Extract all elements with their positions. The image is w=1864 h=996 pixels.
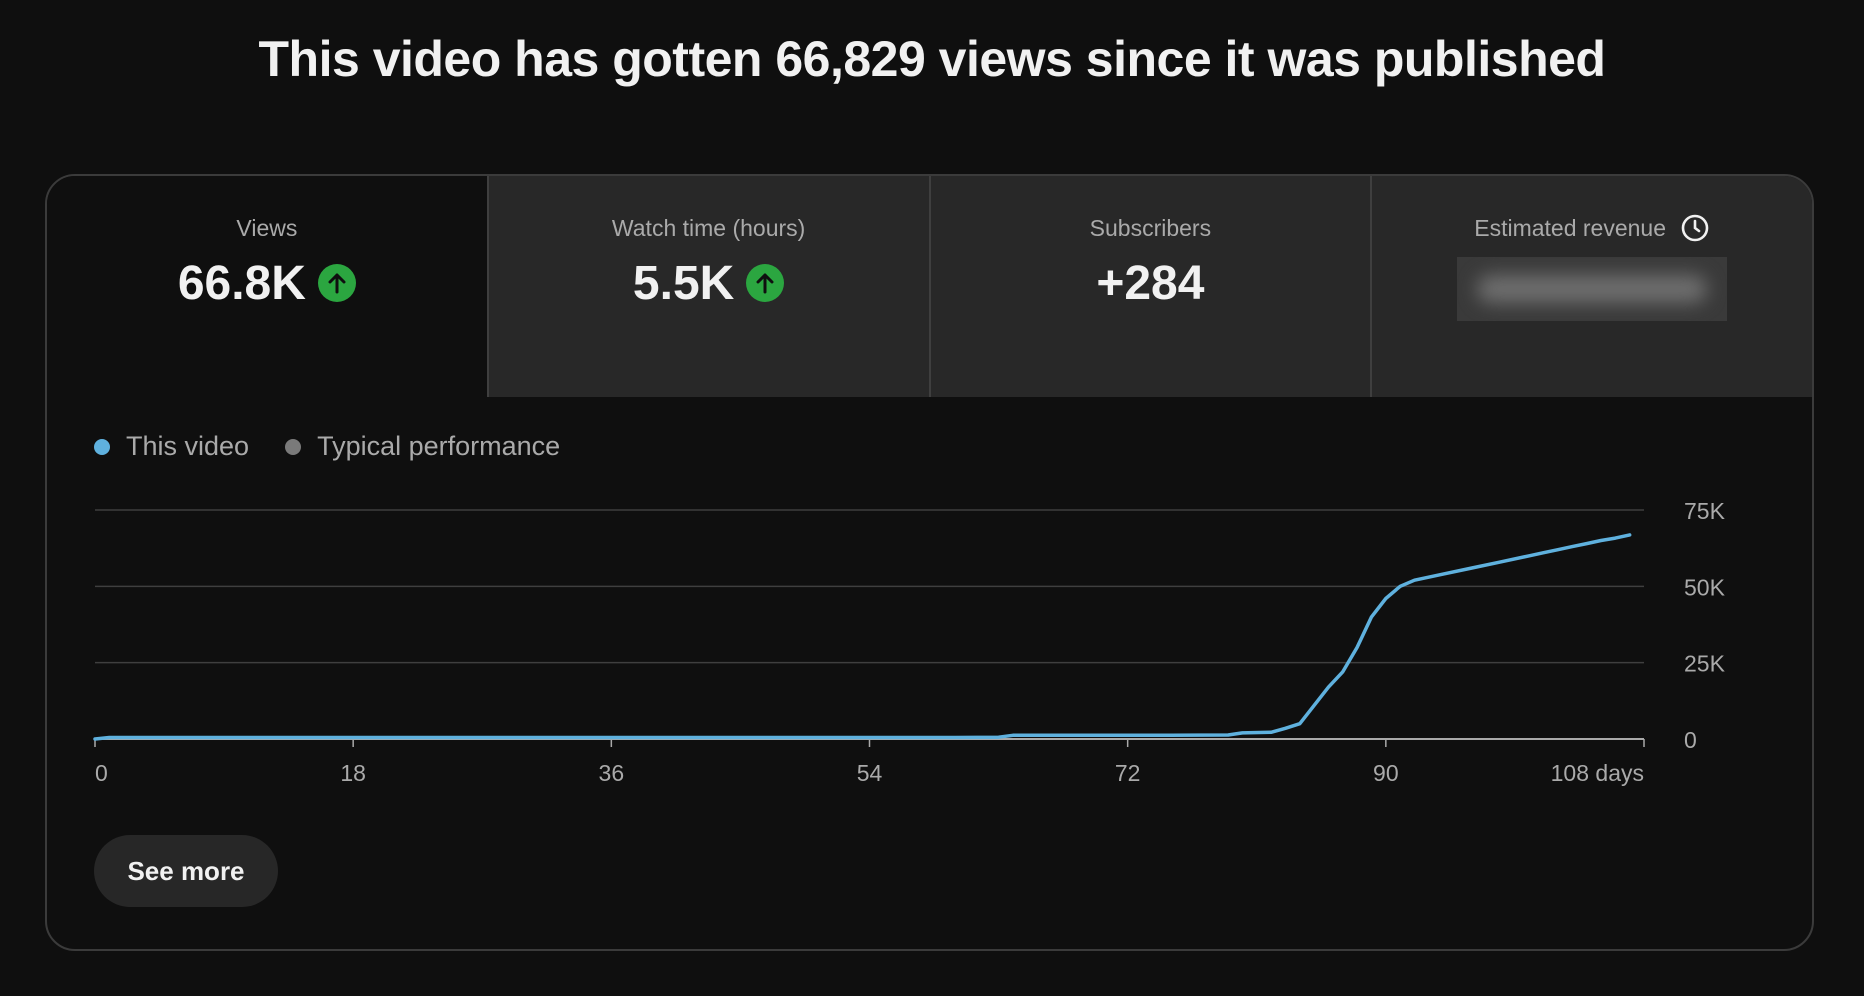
x-tick-label: 18 bbox=[340, 760, 366, 786]
legend-dot-this-video bbox=[94, 438, 110, 455]
tab-views-label: Views bbox=[236, 215, 298, 241]
series-line-this-video bbox=[93, 533, 1632, 741]
legend-this-video[interactable]: This video bbox=[94, 431, 249, 462]
tab-subscribers-value: +284 bbox=[1096, 256, 1205, 310]
tab-views[interactable]: Views 66.8K bbox=[47, 176, 487, 397]
redacted-revenue-value bbox=[1457, 257, 1728, 321]
x-tick-label: 72 bbox=[1115, 760, 1141, 786]
tab-views-value: 66.8K bbox=[177, 256, 306, 310]
views-line-chart: 0 25K 50K 75K 0 18 36 54 72 90 108 days bbox=[93, 498, 1726, 786]
tab-views-value-row: 66.8K bbox=[47, 253, 487, 313]
legend-typical-performance[interactable]: Typical performance bbox=[285, 431, 560, 462]
arrow-up-icon bbox=[746, 264, 785, 302]
tab-revenue-label-row: Estimated revenue bbox=[1372, 213, 1812, 243]
tab-watch-time-value: 5.5K bbox=[632, 256, 735, 310]
analytics-card: Views 66.8K Watch time (hours) 5.5K bbox=[45, 174, 1814, 951]
tab-estimated-revenue[interactable]: Estimated revenue bbox=[1370, 176, 1812, 397]
arrow-up-icon bbox=[317, 264, 356, 302]
x-tick-label: 0 bbox=[95, 760, 108, 786]
y-tick-label: 50K bbox=[1684, 574, 1726, 600]
see-more-button[interactable]: See more bbox=[94, 835, 278, 907]
clock-icon bbox=[1680, 213, 1710, 243]
legend-dot-typical bbox=[285, 438, 302, 455]
tab-revenue-label: Estimated revenue bbox=[1474, 215, 1667, 241]
tab-watch-time-value-row: 5.5K bbox=[489, 253, 929, 313]
metric-tabs: Views 66.8K Watch time (hours) 5.5K bbox=[47, 176, 1812, 397]
tab-watch-time-label: Watch time (hours) bbox=[611, 215, 806, 241]
tab-subscribers-label: Subscribers bbox=[1089, 215, 1212, 241]
x-tick-label: 54 bbox=[857, 760, 883, 786]
chart-legend: This video Typical performance bbox=[94, 431, 596, 462]
x-tick-label: 108 days bbox=[1551, 760, 1644, 786]
y-tick-label: 0 bbox=[1684, 727, 1697, 753]
y-tick-label: 75K bbox=[1684, 498, 1726, 524]
y-tick-label: 25K bbox=[1684, 651, 1726, 677]
x-tick-label: 90 bbox=[1373, 760, 1399, 786]
tab-subscribers[interactable]: Subscribers +284 bbox=[928, 176, 1371, 397]
legend-this-video-label: This video bbox=[126, 431, 250, 461]
tab-watch-time[interactable]: Watch time (hours) 5.5K bbox=[486, 176, 929, 397]
page-title: This video has gotten 66,829 views since… bbox=[258, 31, 1606, 87]
tab-subscribers-value-row: +284 bbox=[931, 253, 1371, 313]
x-tick-label: 36 bbox=[599, 760, 625, 786]
legend-typical-label: Typical performance bbox=[317, 431, 561, 461]
